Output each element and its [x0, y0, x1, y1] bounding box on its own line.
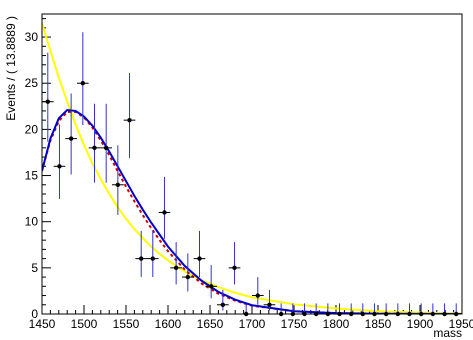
- fit-curve: [42, 110, 462, 314]
- x-tick-label: 1500: [71, 317, 98, 331]
- x-axis-title: mass: [433, 326, 462, 340]
- data-marker: [185, 274, 191, 280]
- data-marker: [162, 210, 167, 215]
- y-axis-title: Events / ( 13.8889 ): [4, 16, 18, 121]
- data-marker: [139, 256, 144, 261]
- fit-curve: [42, 22, 462, 314]
- data-point: [123, 72, 136, 159]
- plot-border: [41, 13, 463, 315]
- data-marker: [45, 99, 50, 104]
- data-points: [41, 32, 463, 317]
- x-tick-label: 1850: [365, 317, 392, 331]
- data-marker: [92, 145, 97, 151]
- data-marker: [103, 145, 109, 151]
- data-point: [193, 230, 206, 278]
- data-point: [100, 103, 113, 183]
- data-marker: [220, 302, 226, 307]
- data-marker: [255, 293, 260, 298]
- data-point: [112, 145, 124, 215]
- data-point: [205, 265, 218, 299]
- y-tick-label: 15: [25, 169, 39, 183]
- data-marker: [115, 182, 121, 187]
- data-point: [88, 103, 101, 183]
- x-tick-label: 1800: [323, 317, 350, 331]
- data-point: [41, 52, 54, 142]
- x-tick-label: 1750: [281, 317, 308, 331]
- x-tick-label: 1700: [239, 317, 266, 331]
- data-marker: [173, 265, 179, 271]
- y-tick-label: 0: [31, 307, 38, 321]
- x-axis-ticks: 1450 1500 1550 1600 1650 1700 1750 1800 1850 1900…: [29, 305, 473, 331]
- data-point: [170, 242, 182, 285]
- data-point: [251, 277, 264, 305]
- data-marker: [208, 284, 214, 289]
- data-point: [146, 230, 159, 278]
- data-point: [217, 289, 229, 311]
- y-tick-label: 20: [25, 122, 39, 136]
- data-marker: [127, 117, 132, 123]
- data-point: [53, 124, 66, 199]
- y-tick-label: 10: [25, 215, 39, 229]
- data-point: [228, 242, 241, 285]
- data-point: [76, 32, 89, 125]
- x-tick-label: 1950: [449, 317, 473, 331]
- y-tick-label: 30: [25, 30, 39, 44]
- data-point: [158, 176, 171, 239]
- data-point: [263, 289, 276, 311]
- data-point: [135, 230, 148, 278]
- x-tick-label: 1650: [197, 317, 224, 331]
- data-point: [65, 93, 77, 175]
- data-marker: [80, 81, 86, 86]
- data-marker: [197, 256, 202, 261]
- y-tick-label: 5: [31, 261, 38, 275]
- x-tick-label: 1550: [113, 317, 140, 331]
- data-marker: [232, 265, 237, 271]
- y-tick-label: 25: [25, 76, 39, 90]
- data-marker: [267, 302, 272, 307]
- x-tick-label: 1900: [407, 317, 434, 331]
- x-tick-label: 1600: [155, 317, 182, 331]
- data-marker: [57, 164, 62, 169]
- data-marker: [150, 256, 155, 261]
- data-marker: [68, 136, 74, 141]
- fit-curve: [42, 108, 462, 314]
- x-tick-label: 1450: [29, 317, 56, 331]
- data-point: [181, 253, 194, 292]
- plot-frame: [41, 13, 463, 315]
- y-axis-ticks: 0 5 10 15 20 25 30: [25, 18, 51, 321]
